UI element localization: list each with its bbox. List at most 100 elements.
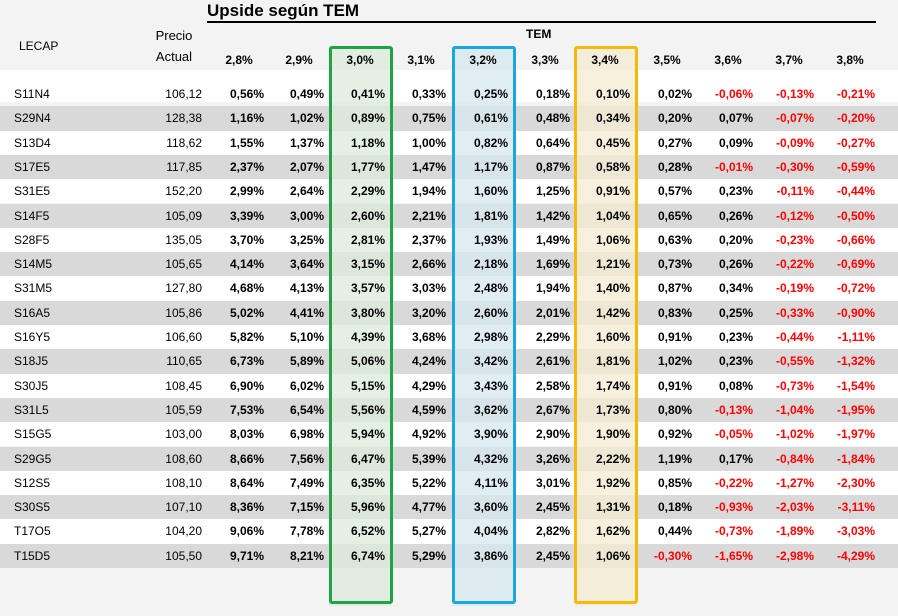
upside-cell: 0,18% [657, 500, 692, 515]
upside-cell: 2,45% [535, 500, 570, 515]
upside-cell: -0,07% [775, 111, 814, 126]
upside-cell: 0,10% [595, 87, 630, 101]
upside-cell: 4,39% [350, 330, 385, 344]
upside-cell: 4,13% [289, 281, 324, 296]
upside-cell: -0,44% [775, 330, 814, 344]
upside-cell: 0,02% [657, 87, 692, 101]
upside-cell: 5,29% [411, 548, 446, 563]
row-band [0, 227, 898, 253]
row-band [0, 519, 898, 544]
upside-cell: 1,18% [350, 135, 385, 150]
upside-cell: 4,68% [229, 281, 264, 296]
upside-cell: 7,53% [229, 402, 264, 417]
highlight-column-fill [574, 46, 636, 606]
upside-cell: 0,65% [657, 208, 692, 223]
row-band [0, 349, 898, 374]
price-cell: 104,20 [165, 524, 202, 539]
upside-cell: -2,03% [775, 500, 814, 515]
upside-cell: 3,03% [411, 281, 446, 296]
upside-cell: 1,77% [350, 159, 385, 174]
upside-cell: 3,62% [473, 402, 508, 417]
upside-cell: 1,69% [535, 257, 570, 272]
upside-cell: 2,37% [229, 159, 264, 174]
price-header-line2: Actual [155, 49, 193, 64]
row-band [0, 203, 898, 228]
upside-cell: 4,41% [289, 305, 324, 320]
upside-cell: -0,50% [836, 208, 875, 223]
price-cell: 105,86 [165, 305, 202, 320]
upside-cell: 5,22% [411, 475, 446, 490]
tem-column-header: 3,8% [836, 53, 864, 67]
highlight-column-fill [452, 46, 514, 606]
upside-cell: 5,27% [411, 524, 446, 539]
upside-cell: -0,06% [714, 87, 753, 101]
upside-cell: 1,49% [535, 232, 570, 247]
upside-cell: 2,22% [595, 451, 630, 466]
upside-cell: 2,67% [535, 402, 570, 417]
upside-cell: 0,63% [657, 232, 692, 247]
upside-cell: 3,60% [473, 500, 508, 515]
upside-cell: -3,11% [837, 500, 875, 515]
row-band [0, 495, 898, 520]
upside-cell: 8,64% [229, 475, 264, 490]
lecap-label: S31M5 [14, 281, 53, 296]
upside-cell: -1,84% [836, 451, 875, 466]
upside-cell: 8,21% [289, 548, 324, 563]
lecap-label: S30S5 [14, 500, 51, 515]
upside-cell: 1,02% [289, 111, 324, 126]
price-cell: 107,10 [165, 500, 202, 515]
upside-cell: 0,41% [350, 87, 385, 101]
upside-cell: 6,35% [350, 475, 385, 490]
upside-cell: 7,56% [289, 451, 324, 466]
row-band [0, 130, 898, 155]
upside-cell: 0,20% [657, 111, 692, 126]
upside-cell: 3,01% [535, 475, 570, 490]
lecap-header: LECAP [19, 39, 59, 53]
upside-cell: 1,37% [289, 135, 324, 150]
upside-cell: 2,37% [411, 232, 446, 247]
upside-cell: 3,57% [350, 281, 385, 296]
upside-cell: 1,92% [595, 475, 630, 490]
price-cell: 106,12 [165, 87, 202, 101]
upside-cell: 6,98% [289, 427, 324, 442]
row-band [0, 70, 898, 103]
upside-cell: -1,11% [837, 330, 875, 344]
upside-cell: -0,69% [836, 257, 875, 272]
upside-cell: 3,15% [350, 257, 385, 272]
upside-cell: 5,02% [229, 305, 264, 320]
upside-cell: 0,25% [473, 87, 508, 101]
upside-cell: 0,27% [657, 135, 692, 150]
upside-cell: 2,81% [350, 232, 385, 247]
upside-cell: 0,87% [657, 281, 692, 296]
upside-cell: 1,94% [535, 281, 570, 296]
upside-cell: 2,64% [289, 184, 324, 199]
upside-cell: -1,54% [836, 378, 875, 393]
table-title: Upside según TEM [207, 1, 360, 20]
upside-cell: -0,05% [714, 427, 753, 442]
tem-column-header: 3,1% [407, 53, 435, 67]
tem-column-header: 3,7% [775, 53, 803, 67]
upside-cell: -0,22% [775, 257, 814, 272]
upside-cell: -1,27% [775, 475, 814, 490]
upside-cell: 0,57% [657, 184, 692, 199]
tem-column-header: 3,0% [346, 53, 374, 67]
upside-cell: -0,73% [775, 378, 814, 393]
price-cell: 110,65 [166, 354, 202, 369]
upside-cell: -0,13% [714, 402, 753, 417]
upside-cell: 4,11% [474, 475, 508, 490]
upside-cell: 3,00% [289, 208, 324, 223]
upside-cell: -1,89% [775, 524, 814, 539]
upside-cell: 0,82% [473, 135, 508, 150]
row-band [0, 252, 898, 277]
upside-cell: 0,34% [595, 111, 630, 126]
price-header-line1: Precio [155, 28, 193, 43]
price-cell: 108,60 [165, 451, 202, 466]
lecap-label: T15D5 [14, 548, 51, 563]
upside-cell: 0,33% [411, 87, 446, 101]
tem-column-header: 3,3% [531, 53, 559, 67]
upside-cell: 3,64% [289, 257, 324, 272]
price-cell: 105,65 [165, 257, 202, 272]
row-band [0, 373, 898, 398]
upside-cell: -1,95% [836, 402, 875, 417]
upside-cell: 0,87% [535, 159, 570, 174]
